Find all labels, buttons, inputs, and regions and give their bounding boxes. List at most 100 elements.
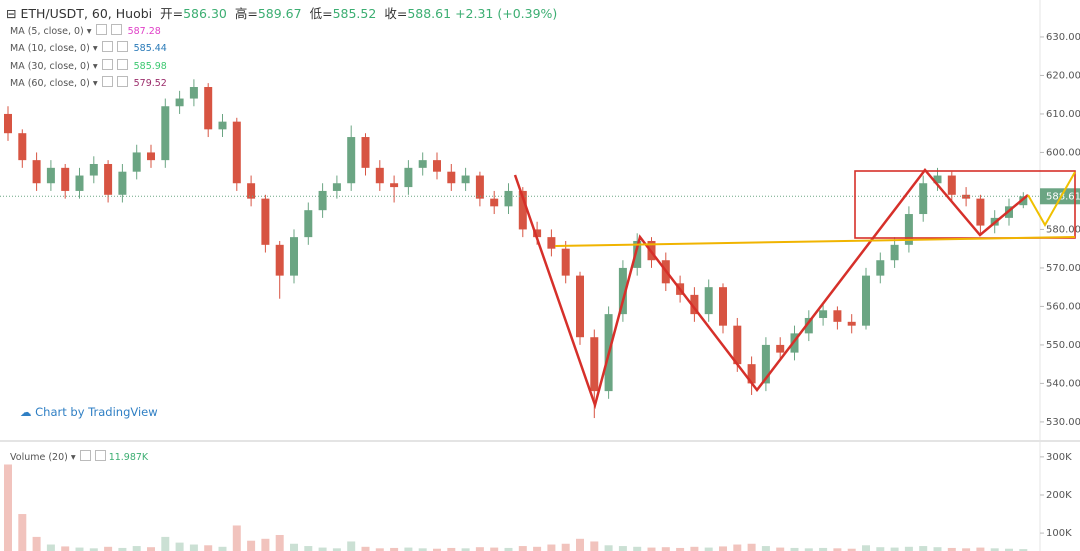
volume-bar [690, 546, 699, 551]
candle-body [447, 171, 456, 184]
candle-body [733, 325, 742, 365]
watermark: ☁ Chart by TradingView [20, 405, 158, 419]
volume-bar [962, 548, 971, 551]
volume-bar [533, 546, 542, 551]
candle-body [261, 198, 270, 245]
volume-bar [118, 547, 127, 551]
stat-value: 585.52 [332, 6, 377, 21]
volume-bar [947, 547, 956, 551]
candle-body [1019, 196, 1028, 206]
candle-body [104, 163, 113, 195]
volume-bar [447, 547, 456, 551]
indicator-legend: MA (30, close, 0) ▾ 585.98 [10, 58, 167, 72]
candle-body [247, 183, 256, 199]
y-tick-label: 550.00 [1046, 340, 1080, 351]
y-tick-label: 620.00 [1046, 70, 1080, 81]
stat: 收=588.61 [384, 6, 451, 21]
volume-bar [247, 540, 256, 551]
volume-bar [418, 548, 427, 551]
icon [101, 41, 113, 53]
volume-bar [261, 538, 270, 551]
volume-bar [990, 548, 999, 551]
volume-bar [89, 548, 98, 551]
volume-bar [361, 546, 370, 551]
volume-bar [404, 547, 413, 551]
indicator-name: MA (5, close, 0) [10, 26, 84, 37]
volume-name: Volume (20) [10, 452, 68, 463]
volume-bar [1005, 548, 1013, 551]
volume-bar [776, 547, 785, 551]
stat-label: 高= [234, 6, 258, 21]
candle-body [218, 121, 227, 130]
icon [116, 41, 128, 53]
volume-bar [890, 547, 899, 551]
volume-bar [833, 548, 842, 551]
candle-body [32, 160, 41, 184]
indicator-value: 585.44 [133, 43, 167, 55]
last-price-label: 588.61 [1046, 191, 1080, 202]
candle-body [118, 171, 127, 195]
change: +2.31 (+0.39%) [455, 6, 558, 21]
stat: 低=585.52 [310, 6, 377, 21]
y2-tick-label: 300K [1046, 452, 1072, 463]
candle-body [862, 275, 870, 326]
candle-body [147, 152, 155, 161]
stat-label: 低= [309, 6, 333, 21]
candle-body [804, 317, 813, 334]
watermark-text: Chart by TradingView [35, 405, 158, 419]
candle-body [433, 160, 441, 172]
y2-tick-label: 100K [1046, 528, 1072, 539]
candle-body [576, 275, 584, 338]
candle-body [618, 267, 627, 315]
stat: 高=589.67 [235, 6, 302, 21]
indicator-legend: MA (10, close, 0) ▾ 585.44 [10, 41, 167, 55]
candle-body [375, 167, 384, 184]
volume-bar [919, 546, 928, 551]
indicator-legend: MA (5, close, 0) ▾ 587.28 [10, 24, 161, 37]
y-tick-label: 630.00 [1046, 32, 1080, 43]
candle-body [332, 183, 341, 191]
candle-body [404, 167, 413, 188]
volume-bar [661, 547, 670, 551]
candle-body [904, 214, 913, 245]
volume-bar [633, 546, 642, 551]
indicator-name: MA (10, close, 0) [10, 43, 90, 55]
candle-body [475, 175, 484, 199]
y2-tick-label: 200K [1046, 490, 1072, 501]
volume-bar [390, 547, 399, 551]
candle-body [704, 287, 713, 315]
volume-bar [876, 547, 885, 551]
volume-bar [618, 546, 627, 551]
stat-value: 586.30 [183, 6, 227, 21]
indicator-value: 587.28 [127, 26, 161, 37]
candle-body [747, 364, 756, 384]
volume-bar [862, 545, 870, 551]
candle-body [290, 237, 298, 276]
volume-legend: Volume (20) ▾ 11.987K [10, 450, 149, 463]
icon [95, 24, 107, 35]
candle-body [833, 310, 842, 322]
candle-body [819, 310, 828, 318]
volume-bar [761, 546, 770, 551]
candle-body [132, 152, 141, 172]
volume-bar [490, 547, 499, 551]
candle-body [590, 337, 599, 392]
volume-bar [819, 547, 828, 551]
volume-bar [576, 538, 584, 551]
candle-body [18, 133, 27, 161]
last-price-box [1040, 188, 1080, 205]
candle-body [61, 167, 70, 191]
candle-body [361, 137, 370, 168]
volume-bar [290, 543, 298, 551]
stat-value: 589.67 [257, 6, 302, 21]
candle-body [390, 183, 399, 188]
box [854, 170, 1076, 239]
candle-body [189, 86, 198, 99]
volume-bar [132, 546, 141, 551]
stats: 开=586.30 高=589.67 低=585.52 收=588.61 [152, 6, 451, 21]
volume-bar [790, 547, 799, 551]
volume-bar [46, 544, 55, 551]
candle-body [304, 210, 313, 238]
volume-bar [719, 546, 727, 551]
